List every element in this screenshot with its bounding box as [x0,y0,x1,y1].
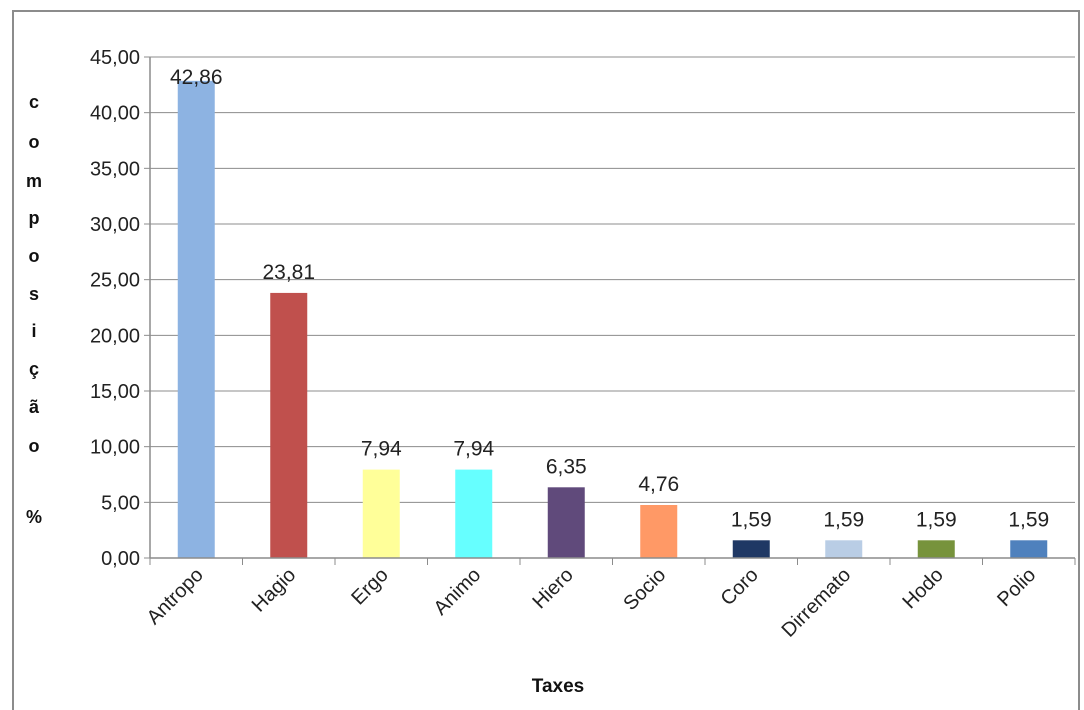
bar-coro [732,540,770,558]
category-label: Animo [430,564,486,620]
data-labels: 42,86 23,81 7,94 7,94 6,35 4,76 1,59 1,59 1,59 1,… [170,66,1049,531]
y-tick-label: 20,00 [90,325,140,347]
data-label: 7,94 [361,438,402,461]
data-label: 23,81 [262,261,315,284]
y-label-letter: s [29,284,39,304]
bar-socio [640,505,678,558]
category-labels: Antropo Hagio Ergo Animo Hiero Socio Coro Dirre… [143,564,1041,642]
y-label-letter: o [29,436,40,456]
data-label: 42,86 [170,66,223,89]
data-label: 6,35 [546,455,587,478]
y-tick-label: 15,00 [90,381,140,403]
y-tick-label: 30,00 [90,214,140,236]
y-tick-label: 40,00 [90,103,140,125]
bar-antropo [177,80,215,559]
category-label: Ergo [347,564,392,609]
category-label: Coro [717,564,763,610]
y-tick-label: 5,00 [101,492,140,514]
y-tick-labels: 0,00 5,00 10,00 15,00 20,00 25,00 30,00 35,00 40… [90,47,140,570]
y-tick-label: 45,00 [90,47,140,69]
x-tick-marks [149,558,1076,565]
bar-hiero [547,487,585,558]
category-label: Hagio [248,564,301,617]
bars [177,80,1048,559]
y-tick-label: 0,00 [101,548,140,570]
bar-ergo [362,469,400,558]
y-label-letter: ã [29,397,40,417]
bar-hagio [270,292,308,558]
bar-animo [455,469,493,558]
data-label: 4,76 [638,473,679,496]
bar-polio [1010,540,1048,558]
y-label-letter: o [29,132,40,152]
category-label: Hiero [528,564,577,613]
y-tick-label: 25,00 [90,270,140,292]
data-label: 1,59 [731,508,772,531]
y-label-letter: ç [29,359,39,379]
y-tick-label: 35,00 [90,158,140,180]
category-label: Dirremato [778,564,856,642]
y-tick-label: 10,00 [90,437,140,459]
y-label-letter: p [29,208,40,228]
category-label: Polio [993,564,1040,611]
category-label: Hodo [898,564,947,613]
category-label: Antropo [143,564,208,629]
y-label-letter: i [31,321,36,341]
y-label-letter: % [26,507,42,527]
data-label: 1,59 [916,508,957,531]
data-label: 1,59 [823,508,864,531]
bar-dirremato [825,540,863,558]
data-label: 1,59 [1008,508,1049,531]
bar-hodo [917,540,955,558]
x-axis-label: Taxes [532,676,584,697]
category-label: Socio [619,564,670,615]
y-label-letter: o [29,246,40,266]
y-label-letter: c [29,92,39,112]
y-label-letter: m [26,171,42,191]
data-label: 7,94 [453,438,494,461]
